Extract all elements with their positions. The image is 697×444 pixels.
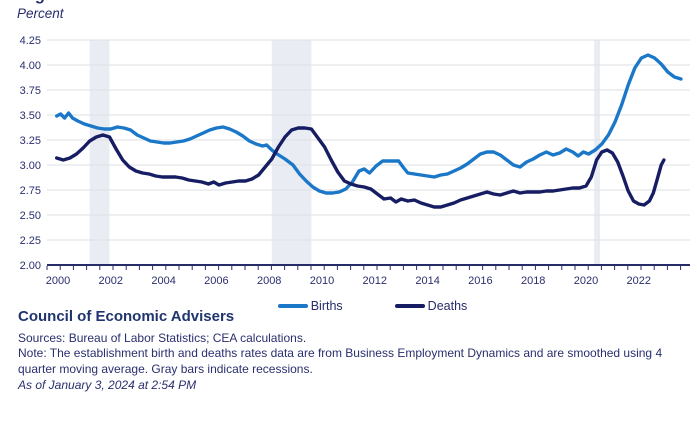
- recession-band: [594, 40, 600, 265]
- y-axis-tick-label: 2.25: [20, 235, 41, 247]
- y-axis-unit-label: Percent: [17, 6, 64, 21]
- deaths-line-swatch: [394, 304, 425, 308]
- births-line-swatch: [277, 304, 308, 308]
- organization-heading: Council of Economic Advisers: [18, 308, 235, 325]
- x-axis-tick-label: 2012: [363, 275, 387, 287]
- births-line: [55, 53, 683, 195]
- y-axis-tick-label: 3.75: [20, 85, 41, 97]
- x-axis-tick-label: 2020: [574, 275, 598, 287]
- y-axis-tick-label: 3.25: [20, 135, 41, 147]
- legend: Births Deaths: [24, 299, 697, 313]
- note-line: Note: The establishment birth and deaths…: [18, 346, 663, 376]
- births-deaths-line-chart: 4.25 4.00 3.75 3.50 3.25 3.00 2.75 2.50 2.25 2.00…: [20, 35, 690, 287]
- y-axis-tick-label: 3.50: [20, 110, 41, 122]
- as-of-timestamp: As of January 3, 2024 at 2:54 PM: [18, 378, 197, 392]
- x-axis-tick-label: 2022: [627, 275, 651, 287]
- legend-item-deaths: Deaths: [394, 299, 468, 313]
- deaths-line: [55, 126, 666, 209]
- recession-band: [271, 40, 312, 265]
- y-axis-tick-label: 2.75: [20, 185, 41, 197]
- x-axis-tick-label: 2018: [521, 275, 545, 287]
- y-axis-tick-label: 2.50: [20, 210, 41, 222]
- x-axis-tick-label: 2000: [46, 275, 70, 287]
- legend-label-deaths: Deaths: [427, 299, 468, 313]
- x-axis-tick-label: 2002: [99, 275, 123, 287]
- legend-label-births: Births: [310, 299, 343, 313]
- legend-item-births: Births: [277, 299, 343, 313]
- x-axis-tick-label: 2010: [310, 275, 334, 287]
- y-axis-tick-label: 4.25: [20, 35, 41, 47]
- x-axis-tick-label: 2006: [204, 275, 228, 287]
- sources-line: Sources: Bureau of Labor Statistics; CEA…: [18, 331, 307, 345]
- recession-band: [89, 40, 110, 265]
- x-axis-tick-label: 2016: [468, 275, 492, 287]
- x-axis-tick-label: 2014: [415, 275, 439, 287]
- y-axis-tick-label: 3.00: [20, 160, 41, 172]
- x-axis-tick-label: 2008: [257, 275, 281, 287]
- y-axis-tick-label: 2.00: [20, 260, 41, 272]
- clipped-title-glyph: g: [36, 0, 46, 5]
- y-axis-tick-label: 4.00: [20, 60, 41, 72]
- x-axis-tick-label: 2004: [151, 275, 175, 287]
- clipped-title-remnant: g: [0, 0, 240, 9]
